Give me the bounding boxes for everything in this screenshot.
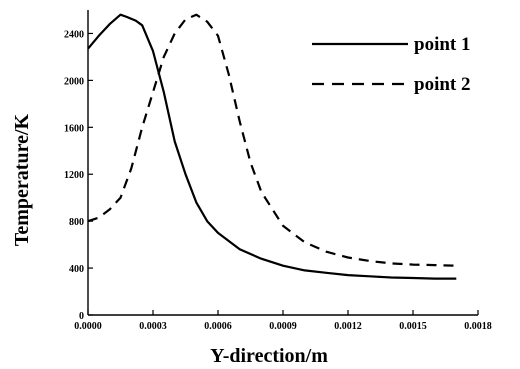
series-line-2 [87, 13, 457, 267]
x-tick-label: 0.0000 [74, 321, 102, 332]
y-tick-label: 1600 [64, 123, 84, 134]
y-axis-label: Temperature/K [11, 113, 33, 246]
series-lines [87, 13, 457, 280]
y-tick-label: 800 [69, 217, 84, 228]
y-tick-label: 2000 [64, 76, 84, 87]
y-tick-label: 400 [69, 264, 84, 275]
x-tick-label: 0.0018 [464, 321, 492, 332]
x-tick-label: 0.0015 [399, 321, 427, 332]
x-tick-label: 0.0006 [204, 321, 232, 332]
x-tick-label: 0.0003 [139, 321, 167, 332]
y-tick-label: 0 [79, 311, 84, 322]
series-line-1 [87, 13, 457, 280]
legend-label-2: point 2 [414, 74, 471, 95]
legend: point 1 point 2 [312, 34, 471, 95]
x-tick-label: 0.0012 [334, 321, 362, 332]
x-tick-label: 0.0009 [269, 321, 297, 332]
y-tick-label: 1200 [64, 170, 84, 181]
axes: 0.0000 0.0003 0.0006 0.0009 0.0012 0.0015 0.00… [64, 10, 492, 332]
x-axis-label: Y-direction/m [210, 345, 328, 367]
legend-label-1: point 1 [414, 34, 471, 55]
y-tick-label: 2400 [64, 29, 84, 40]
